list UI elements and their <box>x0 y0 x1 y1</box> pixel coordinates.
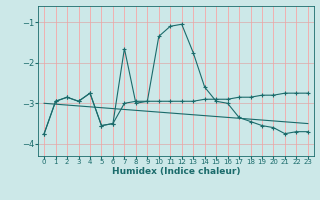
X-axis label: Humidex (Indice chaleur): Humidex (Indice chaleur) <box>112 167 240 176</box>
